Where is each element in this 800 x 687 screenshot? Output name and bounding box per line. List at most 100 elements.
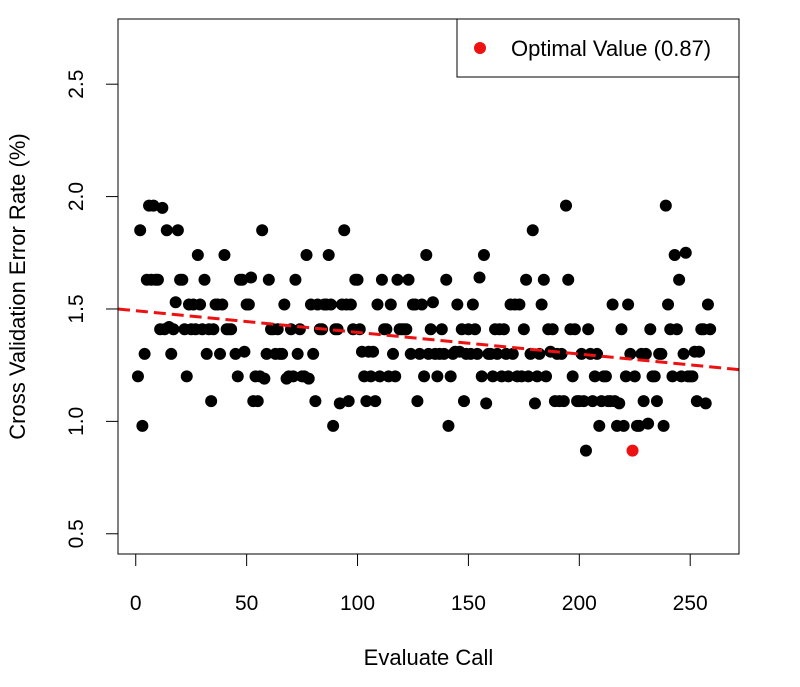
data-point (278, 298, 291, 311)
data-point (371, 298, 384, 311)
data-point (648, 370, 661, 383)
y-tick-label: 2.0 (65, 182, 88, 211)
data-point (251, 395, 264, 408)
plot-frame (117, 18, 740, 555)
data-point (426, 296, 439, 309)
data-point (531, 370, 544, 383)
data-point (655, 347, 668, 360)
data-point (364, 370, 377, 383)
data-point (191, 249, 204, 262)
data-point (628, 370, 641, 383)
data-point (200, 347, 213, 360)
data-point (679, 246, 692, 259)
data-point (291, 347, 304, 360)
data-point (287, 370, 300, 383)
legend-label-optimal: Optimal Value (0.87) (511, 36, 711, 61)
data-point (134, 224, 147, 237)
data-point (231, 370, 244, 383)
data-point (404, 347, 417, 360)
data-point (387, 347, 400, 360)
data-point (650, 395, 663, 408)
data-points (131, 199, 717, 457)
y-tick-label: 2.5 (65, 70, 88, 99)
data-point (466, 298, 479, 311)
data-point (338, 224, 351, 237)
data-point (528, 397, 541, 410)
data-point (562, 273, 575, 286)
data-point (506, 347, 519, 360)
trend-line (117, 307, 740, 372)
x-tick-label: 100 (340, 592, 375, 615)
data-point (380, 323, 393, 336)
data-point (351, 273, 364, 286)
data-point (477, 249, 490, 262)
legend-marker-optimal (474, 42, 486, 54)
data-point (606, 298, 619, 311)
data-point (568, 323, 581, 336)
data-point (218, 249, 231, 262)
data-point (138, 347, 151, 360)
data-point (420, 249, 433, 262)
x-tick-label: 250 (673, 592, 708, 615)
data-point (522, 370, 535, 383)
data-point (194, 298, 207, 311)
data-point (701, 298, 714, 311)
y-tick-label: 0.5 (65, 519, 88, 548)
data-point (360, 395, 373, 408)
data-point (367, 345, 380, 358)
data-point (327, 419, 340, 432)
data-point (670, 323, 683, 336)
data-point (214, 347, 227, 360)
data-point (475, 370, 488, 383)
data-point (644, 323, 657, 336)
data-point (546, 323, 559, 336)
data-point (624, 347, 637, 360)
data-point (662, 298, 675, 311)
data-point (160, 224, 173, 237)
data-point (491, 347, 504, 360)
data-point (369, 395, 382, 408)
optimal-point (626, 444, 639, 457)
legend: Optimal Value (0.87) (456, 18, 740, 78)
x-tick-label: 0 (130, 592, 142, 615)
data-point (469, 323, 482, 336)
data-point (537, 273, 550, 286)
data-point (442, 419, 455, 432)
data-point (617, 419, 630, 432)
data-point (260, 347, 273, 360)
data-point (677, 347, 690, 360)
data-point (582, 323, 595, 336)
data-point (622, 298, 635, 311)
data-point (513, 298, 526, 311)
data-point (704, 323, 717, 336)
y-axis: 0.5 1.0 1.5 2.0 2.5 (65, 70, 119, 548)
y-tick-label: 1.5 (65, 294, 88, 323)
data-point (156, 201, 169, 214)
data-point (242, 298, 255, 311)
data-point (300, 249, 313, 262)
data-point (171, 224, 184, 237)
data-point (619, 370, 632, 383)
data-point (389, 370, 402, 383)
data-point (216, 298, 229, 311)
data-point (289, 273, 302, 286)
data-point (520, 273, 533, 286)
data-point (639, 347, 652, 360)
data-point (384, 298, 397, 311)
data-point (502, 370, 515, 383)
data-point (486, 370, 499, 383)
data-point (225, 323, 238, 336)
data-point (400, 323, 413, 336)
data-point (451, 298, 464, 311)
data-point (151, 273, 164, 286)
data-point (693, 345, 706, 358)
data-point (575, 347, 588, 360)
data-point (238, 345, 251, 358)
data-point (637, 395, 650, 408)
data-point (131, 370, 144, 383)
data-point (245, 271, 258, 284)
data-point (557, 395, 570, 408)
data-point (136, 419, 149, 432)
data-point (444, 370, 457, 383)
